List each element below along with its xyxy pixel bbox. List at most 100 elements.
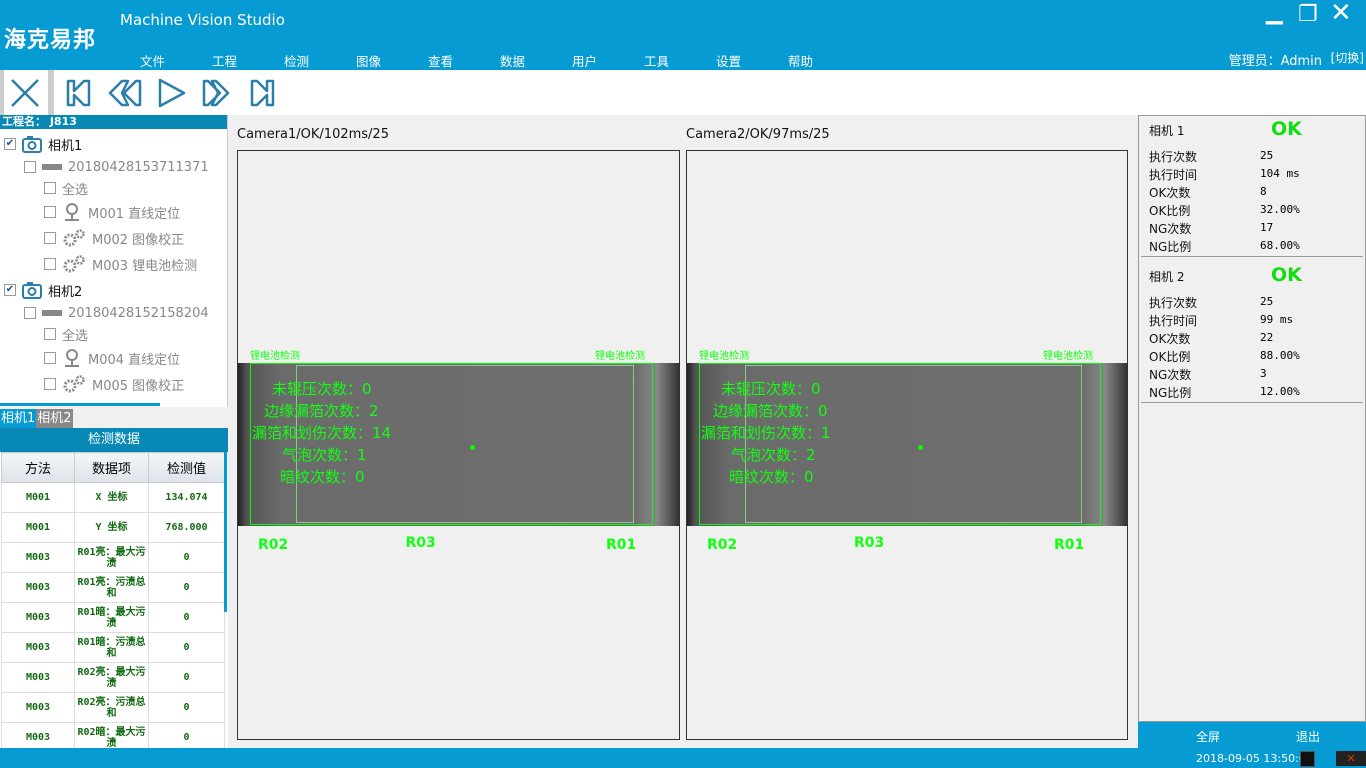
menu-item[interactable]: 工程 — [212, 54, 238, 69]
table-cell: Y 坐标 — [74, 512, 149, 543]
divider — [1141, 402, 1363, 403]
restore-icon[interactable]: ❐ — [1298, 2, 1318, 27]
table-row[interactable]: M003 R01暗：污渍总和 0 — [1, 632, 225, 663]
detection-data-title: 检测数据 — [0, 428, 228, 452]
table-scrollbar[interactable] — [224, 452, 227, 612]
table-row[interactable]: M001 X 坐标 134.074 — [1, 482, 225, 513]
checkbox[interactable] — [24, 307, 36, 319]
checkbox[interactable] — [44, 378, 56, 390]
checkbox[interactable] — [44, 182, 56, 194]
minimize-icon[interactable]: ▁ — [1266, 0, 1283, 25]
toolbar — [0, 70, 1366, 115]
tree-item-label: 全选 — [62, 328, 89, 344]
roi-box — [699, 363, 1101, 525]
tree-item[interactable]: 全选 — [44, 323, 88, 345]
roi-label: R01 — [606, 537, 637, 553]
menu-item[interactable]: 帮助 — [788, 54, 814, 69]
tree-item[interactable]: M003 锂电池检测 — [44, 253, 197, 275]
checkbox[interactable] — [44, 206, 56, 218]
table-cell: 0 — [148, 662, 225, 693]
checkbox[interactable] — [44, 258, 56, 270]
status-bar: 2018-09-05 13:50:07 ✕ — [0, 748, 1366, 768]
close-window-icon[interactable]: ✕ — [1330, 0, 1352, 28]
switch-user-button[interactable]: [切换] — [1330, 51, 1364, 65]
menu-item[interactable]: 查看 — [428, 54, 454, 69]
detection-count: 边缘漏箔次数：2 — [264, 402, 379, 420]
stat-value: 12.00% — [1260, 385, 1300, 398]
table-row[interactable]: M003 R01亮：污渍总和 0 — [1, 572, 225, 603]
tree-item[interactable]: ✔ 相机1 — [4, 133, 82, 155]
play-icon[interactable] — [158, 78, 186, 108]
stat-value: 25 — [1260, 295, 1274, 308]
checkbox[interactable] — [44, 232, 56, 244]
checkbox[interactable]: ✔ — [4, 138, 16, 150]
tab-camera2[interactable]: 相机2 — [36, 409, 73, 429]
tree-scrollbar[interactable] — [0, 403, 160, 406]
table-row[interactable]: M003 R02亮：污渍总和 0 — [1, 692, 225, 723]
stop-icon[interactable] — [1300, 751, 1315, 767]
table-cell: M001 — [1, 512, 75, 543]
table-row[interactable]: M003 R02亮：最大污渍 0 — [1, 662, 225, 693]
menu-item[interactable]: 用户 — [572, 54, 598, 69]
table-cell: R01暗：污渍总和 — [74, 632, 149, 663]
datetime: 2018-09-05 13:50:07 — [1196, 752, 1313, 765]
checkbox[interactable] — [44, 328, 56, 340]
checkbox[interactable] — [44, 352, 56, 364]
stat-label: OK比例 — [1149, 204, 1191, 218]
menu-item[interactable]: 工具 — [644, 54, 670, 69]
tree-item[interactable]: 全选 — [44, 177, 88, 199]
tree-item[interactable]: M004 直线定位 — [44, 347, 180, 369]
tree-item-label: M002 图像校正 — [92, 232, 185, 248]
camera-view[interactable]: 锂电池检测 锂电池检测 未辊压次数：0 边缘漏箔次数：2 漏箔和划伤次数：14 气泡次数：… — [237, 150, 680, 740]
camera-name: 相机 2 — [1149, 270, 1185, 284]
menu-item[interactable]: 数据 — [500, 54, 526, 69]
table-row[interactable]: M003 R01亮：最大污渍 0 — [1, 542, 225, 573]
tree-item[interactable]: 20180428152158204 — [24, 302, 209, 324]
table-cell: X 坐标 — [74, 482, 149, 513]
tree-item[interactable]: ✔ 相机2 — [4, 279, 82, 301]
table-row[interactable]: M001 Y 坐标 768.000 — [1, 512, 225, 543]
camera-label: Camera2/OK/97ms/25 — [686, 127, 830, 142]
stat-value: 17 — [1260, 221, 1274, 234]
camera-view[interactable]: 锂电池检测 锂电池检测 未辊压次数：0 边缘漏箔次数：0 漏箔和划伤次数：1 气泡次数：2… — [686, 150, 1128, 740]
detection-count: 气泡次数：1 — [282, 446, 367, 464]
menu-item[interactable]: 设置 — [716, 54, 742, 69]
tree-item[interactable]: M001 直线定位 — [44, 201, 180, 223]
tree-item[interactable]: 20180428153711371 — [24, 156, 209, 178]
checkbox[interactable]: ✔ — [4, 284, 16, 296]
location-pin-icon — [65, 349, 79, 367]
tree-item[interactable]: M005 图像校正 — [44, 373, 184, 395]
checkbox[interactable] — [24, 161, 36, 173]
tab-camera1[interactable]: 相机1 — [0, 409, 37, 429]
project-name: 工程名： J813 — [0, 115, 227, 129]
exit-button[interactable]: 退出 — [1296, 730, 1321, 744]
stat-label: 执行时间 — [1149, 168, 1198, 182]
menu-item[interactable]: 图像 — [356, 54, 382, 69]
stat-label: OK次数 — [1149, 332, 1191, 346]
tree-item-label: M003 锂电池检测 — [92, 258, 198, 274]
tree-item-label: 全选 — [62, 182, 89, 198]
table-row[interactable]: M003 R02暗：最大污渍 0 — [1, 722, 225, 748]
statistics-panel: 相机 1 OK 执行次数 25 执行时间 104 ms OK次数 8 OK比例 32.00% NG次… — [1138, 115, 1366, 722]
fast-forward-icon[interactable] — [202, 79, 230, 107]
rewind-icon[interactable] — [108, 79, 142, 107]
close-icon[interactable] — [11, 79, 39, 107]
table-cell: R02亮：污渍总和 — [74, 692, 149, 723]
logo: 海克易邦 — [4, 28, 97, 53]
last-icon[interactable] — [250, 79, 275, 107]
stat-label: NG比例 — [1149, 386, 1192, 400]
tree-item-label: 20180428152158204 — [68, 305, 209, 321]
menu-item[interactable]: 检测 — [284, 54, 310, 69]
roi-box — [296, 365, 634, 523]
table-cell: 0 — [148, 632, 225, 663]
close-app-icon[interactable]: ✕ — [1336, 751, 1366, 766]
image-icon — [42, 310, 62, 316]
detection-count: 气泡次数：2 — [731, 446, 816, 464]
tree-item[interactable]: M002 图像校正 — [44, 227, 184, 249]
table-row[interactable]: M003 R01暗：最大污渍 0 — [1, 602, 225, 633]
fullscreen-button[interactable]: 全屏 — [1196, 730, 1221, 744]
stat-value: 25 — [1260, 149, 1274, 162]
menu-item[interactable]: 文件 — [140, 54, 166, 69]
detection-count: 漏箔和划伤次数：14 — [252, 424, 392, 442]
first-icon[interactable] — [66, 79, 91, 107]
